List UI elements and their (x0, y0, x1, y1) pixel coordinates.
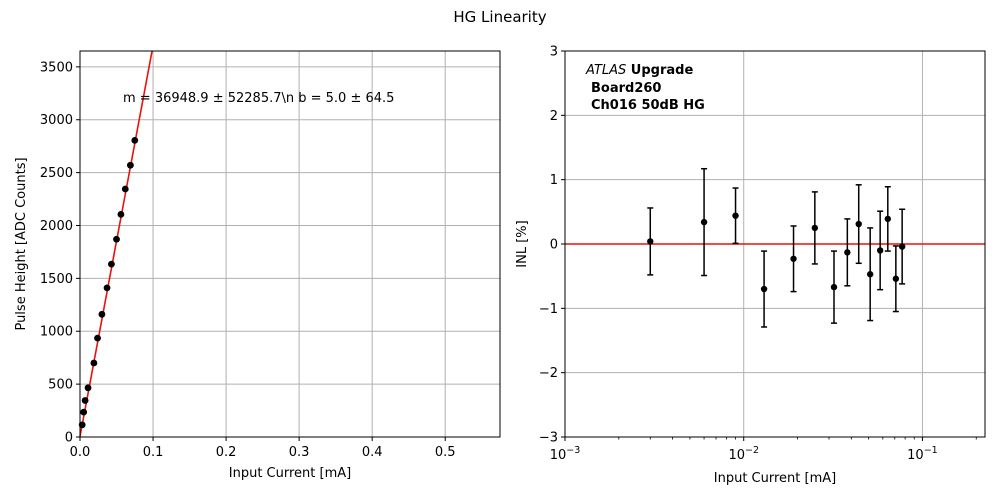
linearity-plot: 0.0 0.1 0.2 0.3 0.4 0.5 0 500 1000 1500 2000 2500 30… (14, 50, 501, 481)
data-point (113, 235, 120, 243)
tick-base: 10 (907, 448, 924, 463)
left-series (78, 50, 153, 437)
tick-exponent: −2 (745, 445, 759, 456)
data-point (811, 224, 819, 232)
inl-point (876, 210, 884, 291)
left-y-tick-label: 2000 (40, 219, 73, 234)
inl-point (732, 187, 739, 245)
inl-point (866, 227, 874, 322)
right-y-tick-label: −1 (539, 302, 558, 317)
left-axes-frame (79, 50, 501, 438)
right-y-tick-label: 3 (550, 45, 558, 60)
left-annotation: m = 36948.9 ± 52285.7\n b = 5.0 ± 64.5 (123, 91, 394, 106)
right-annotation: ATLAS Upgrade Board260 Ch016 50dB HG (585, 63, 705, 113)
inl-point (884, 185, 891, 252)
right-y-tick-label: 1 (550, 173, 558, 188)
data-point (647, 238, 654, 245)
inl-point (811, 191, 819, 265)
data-point (90, 359, 98, 367)
annotation-board: Board260 (591, 81, 661, 96)
inl-point (898, 208, 906, 285)
left-x-tick-label: 0.4 (362, 445, 383, 460)
left-y-tick-label: 2500 (40, 166, 73, 181)
annotation-upgrade: Upgrade (626, 63, 693, 78)
fit-line (79, 50, 153, 437)
right-x-tick-label: 10−1 (907, 445, 938, 463)
left-x-tick-label: 0.1 (143, 445, 164, 460)
figure-title: HG Linearity (453, 8, 546, 26)
inl-point (892, 245, 900, 313)
right-y-tick-label: 0 (550, 238, 558, 253)
tick-exponent: −1 (924, 445, 938, 456)
left-y-tick-label: 0 (65, 431, 73, 446)
data-point (81, 397, 89, 404)
tick-exponent: −3 (566, 445, 580, 456)
data-point (103, 284, 111, 292)
inl-point (790, 225, 797, 293)
left-x-tick-label: 0.3 (289, 445, 310, 460)
left-y-tick-label: 1500 (40, 272, 73, 287)
inl-point (855, 184, 862, 265)
annotation-channel: Ch016 50dB HG (591, 98, 705, 113)
data-point (131, 136, 139, 144)
data-point (732, 212, 739, 219)
data-point (876, 247, 884, 254)
tick-base: 10 (728, 448, 745, 463)
left-y-tick-label: 500 (48, 378, 73, 393)
right-y-tick-label: −2 (539, 366, 558, 381)
data-point (760, 285, 768, 293)
inl-point (844, 218, 851, 287)
left-x-tick-label: 0.5 (435, 445, 456, 460)
left-ticks: 0.0 0.1 0.2 0.3 0.4 0.5 0 500 1000 1500 2000 2500 30… (40, 60, 456, 460)
right-y-tick-label: 2 (550, 109, 558, 124)
annotation-line-1: ATLAS Upgrade (585, 63, 693, 78)
left-y-tick-label: 3500 (40, 60, 73, 75)
data-point (94, 334, 101, 342)
right-x-tick-label: 10−2 (728, 445, 759, 463)
left-grid (79, 51, 500, 438)
left-x-tick-label: 0.0 (70, 445, 91, 460)
data-point (108, 260, 115, 268)
data-point (892, 275, 900, 282)
left-x-axis-label: Input Current [mA] (229, 466, 351, 481)
tick-base: 10 (550, 448, 567, 463)
left-y-tick-label: 1000 (40, 325, 73, 340)
right-y-tick-label: −3 (539, 431, 558, 446)
data-point (790, 255, 797, 262)
annotation-atlas: ATLAS (585, 63, 626, 78)
data-point (855, 220, 862, 228)
inl-point (830, 250, 838, 324)
data-point (126, 161, 134, 169)
right-y-axis-label: INL [%] (515, 220, 530, 267)
data-point (121, 185, 129, 193)
inl-point (647, 207, 654, 276)
left-y-axis-label: Pulse Height [ADC Counts] (14, 157, 29, 330)
data-point (700, 218, 708, 226)
right-x-tick-label: 10−3 (550, 445, 581, 463)
data-point (898, 243, 906, 250)
data-point (884, 215, 891, 223)
data-point (844, 249, 851, 256)
right-x-axis-label: Input Current [mA] (714, 471, 836, 486)
left-y-tick-label: 3000 (40, 113, 73, 128)
data-point (98, 310, 106, 318)
inl-point (760, 250, 768, 328)
data-point (117, 210, 125, 218)
data-point (84, 384, 92, 392)
data-point (80, 408, 88, 416)
left-x-tick-label: 0.2 (216, 445, 237, 460)
right-series (565, 167, 985, 328)
data-point (866, 271, 874, 278)
inl-point (700, 167, 708, 277)
data-point (830, 283, 838, 291)
